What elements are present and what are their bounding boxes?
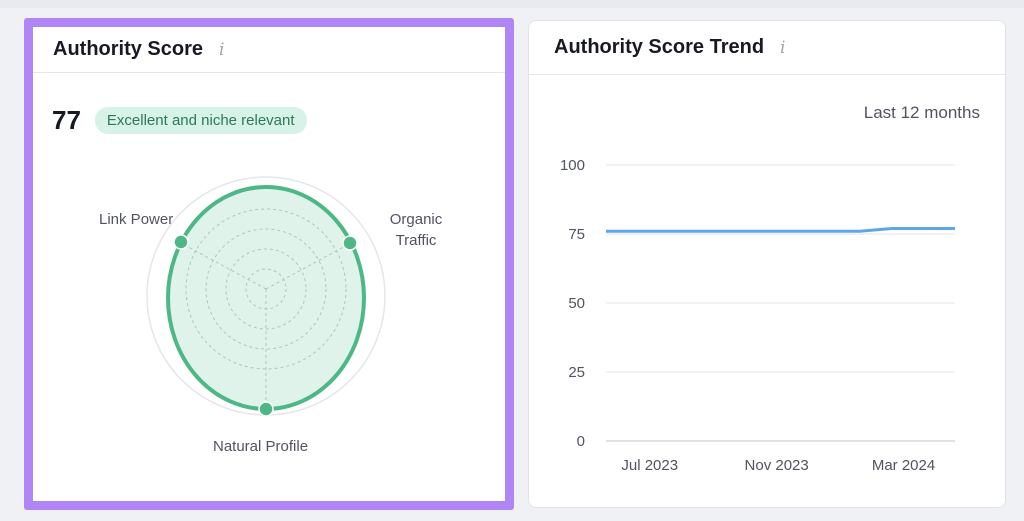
x-tick-label: Nov 2023 (745, 457, 809, 474)
series-point[interactable] (857, 228, 863, 234)
organic-traffic-point (342, 235, 358, 251)
y-tick-label: 25 (568, 364, 585, 381)
radar-grid (180, 208, 352, 409)
info-icon[interactable]: i (780, 37, 786, 58)
series-point[interactable] (793, 228, 799, 234)
card-title: Authority Score Trend (554, 36, 765, 58)
y-tick-label: 75 (568, 226, 585, 243)
authority-score-trend-card: Authority Score Trend i Last 12 months 1… (528, 20, 1006, 508)
series-point[interactable] (635, 228, 641, 234)
series-point[interactable] (762, 228, 768, 234)
series-point[interactable] (920, 225, 926, 231)
natural-profile-point (258, 401, 274, 417)
score-value: 77 (52, 105, 81, 135)
y-tick-label: 50 (568, 295, 585, 312)
series-point[interactable] (730, 228, 736, 234)
score-badge: Excellent and niche relevant (94, 107, 307, 134)
authority-score-card: Authority Score i 77 Excellent and niche… (24, 18, 514, 510)
y-tick-label: 100 (560, 157, 585, 174)
authority-score-header: Authority Score i (33, 27, 505, 73)
score-row: 77 Excellent and niche relevant (52, 105, 307, 136)
x-tick-label: Jul 2023 (621, 457, 678, 474)
series-point[interactable] (825, 228, 831, 234)
x-tick-label: Mar 2024 (872, 457, 935, 474)
radar-chart (146, 176, 386, 417)
trend-header: Authority Score Trend i (529, 21, 1005, 75)
series-point[interactable] (666, 228, 672, 234)
natural-profile-label: Natural Profile (213, 438, 309, 455)
link-power-label: Link Power (99, 211, 174, 228)
card-title: Authority Score (53, 38, 204, 60)
series-line (606, 226, 955, 233)
link-power-point (173, 234, 189, 250)
period-label[interactable]: Last 12 months (863, 103, 980, 122)
series-point[interactable] (889, 225, 895, 231)
organic-traffic-label: Organic Traffic (389, 211, 443, 249)
series-point[interactable] (952, 225, 958, 231)
y-tick-label: 0 (577, 433, 585, 450)
series-point[interactable] (603, 228, 609, 234)
series-point[interactable] (698, 228, 704, 234)
trend-chart: 100 75 50 25 0 Jul 2023 Nov 2023 Mar 2024 (560, 157, 958, 474)
top-bar (0, 0, 1024, 8)
info-icon[interactable]: i (219, 39, 225, 60)
